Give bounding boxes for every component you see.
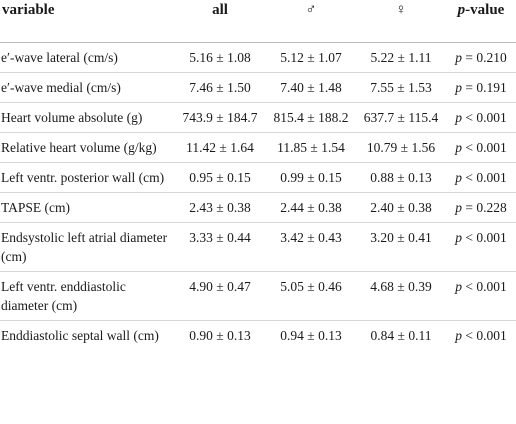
row-label: Heart volume absolute (g) [1, 109, 143, 125]
row-label: Left ventr. enddiastolic diameter (cm) [1, 278, 126, 313]
table-cell: 743.9 ± 184.7 [182, 109, 258, 125]
table-cell: p < 0.001 [455, 109, 507, 125]
column-header: ♂ [305, 2, 317, 18]
column-header: variable [2, 2, 55, 18]
table-row: Relative heart volume (g/kg) 11.42 ± 1.64… [0, 132, 516, 162]
data-table: variable all ♂ ♀ p-value e′-wave lateral (cm… [0, 0, 516, 350]
table-row: e′-wave medial (cm/s) 7.46 ± 1.50 7.40 ± 1… [0, 72, 516, 102]
table-cell: 0.90 ± 0.13 [189, 327, 251, 343]
column-header: ♀ [395, 2, 407, 18]
table-cell: 3.20 ± 0.41 [370, 229, 432, 245]
table-cell: p < 0.001 [455, 139, 507, 155]
table-cell: p = 0.191 [455, 79, 507, 95]
table-cell: 0.94 ± 0.13 [280, 327, 342, 343]
row-label: Relative heart volume (g/kg) [1, 139, 157, 155]
table-cell: p = 0.228 [455, 199, 507, 215]
table-cell: 5.12 ± 1.07 [280, 49, 342, 65]
table-row: Left ventr. posterior wall (cm) 0.95 ± 0.… [0, 162, 516, 192]
table-cell: 0.99 ± 0.15 [280, 169, 342, 185]
table-cell: 815.4 ± 188.2 [273, 109, 349, 125]
table-cell: 5.05 ± 0.46 [280, 278, 342, 294]
table-cell: p = 0.210 [455, 49, 507, 65]
row-label: TAPSE (cm) [1, 199, 71, 215]
table-cell: 0.95 ± 0.15 [189, 169, 251, 185]
table-cell: 7.46 ± 1.50 [189, 79, 251, 95]
table-cell: 2.40 ± 0.38 [370, 199, 432, 215]
row-label: Enddiastolic septal wall (cm) [1, 327, 159, 343]
table-cell: 4.90 ± 0.47 [189, 278, 251, 294]
table-row: Endsystolic left atrial diameter (cm) 3.3… [0, 222, 516, 271]
table-cell: p < 0.001 [455, 278, 507, 294]
row-label: e′-wave medial (cm/s) [1, 79, 121, 95]
table-cell: 7.40 ± 1.48 [280, 79, 342, 95]
column-header: all [212, 2, 228, 18]
row-label: Endsystolic left atrial diameter (cm) [1, 229, 168, 264]
table-row: TAPSE (cm) 2.43 ± 0.38 2.44 ± 0.38 2.40 ± 0… [0, 192, 516, 222]
table-cell: 5.22 ± 1.11 [370, 49, 432, 65]
table-cell: 11.85 ± 1.54 [277, 139, 345, 155]
table-cell: 3.33 ± 0.44 [189, 229, 251, 245]
table-cell: 7.55 ± 1.53 [370, 79, 432, 95]
row-label: e′-wave lateral (cm/s) [1, 49, 118, 65]
table-cell: p < 0.001 [455, 229, 507, 245]
header-row: variable all ♂ ♀ p-value [0, 0, 516, 42]
table-cell: p < 0.001 [455, 169, 507, 185]
table-cell: 637.7 ± 115.4 [363, 109, 439, 125]
table-cell: 2.44 ± 0.38 [280, 199, 342, 215]
table-row: e′-wave lateral (cm/s) 5.16 ± 1.08 5.12 ± … [0, 42, 516, 72]
table-cell: 5.16 ± 1.08 [189, 49, 251, 65]
table-cell: 0.84 ± 0.11 [370, 327, 432, 343]
table-cell: 4.68 ± 0.39 [370, 278, 432, 294]
row-label: Left ventr. posterior wall (cm) [1, 169, 165, 185]
column-header: p-value [457, 2, 505, 18]
table-row: Heart volume absolute (g) 743.9 ± 184.7 81… [0, 102, 516, 132]
table-cell: 2.43 ± 0.38 [189, 199, 251, 215]
table-cell: 3.42 ± 0.43 [280, 229, 342, 245]
table-cell: 0.88 ± 0.13 [370, 169, 432, 185]
table-row: Enddiastolic septal wall (cm) 0.90 ± 0.13… [0, 320, 516, 350]
table-cell: 10.79 ± 1.56 [366, 139, 436, 155]
table-cell: p < 0.001 [455, 327, 507, 343]
table-cell: 11.42 ± 1.64 [186, 139, 254, 155]
table-row: Left ventr. enddiastolic diameter (cm) 4.… [0, 271, 516, 320]
table-body: e′-wave lateral (cm/s) 5.16 ± 1.08 5.12 ± … [0, 42, 516, 350]
